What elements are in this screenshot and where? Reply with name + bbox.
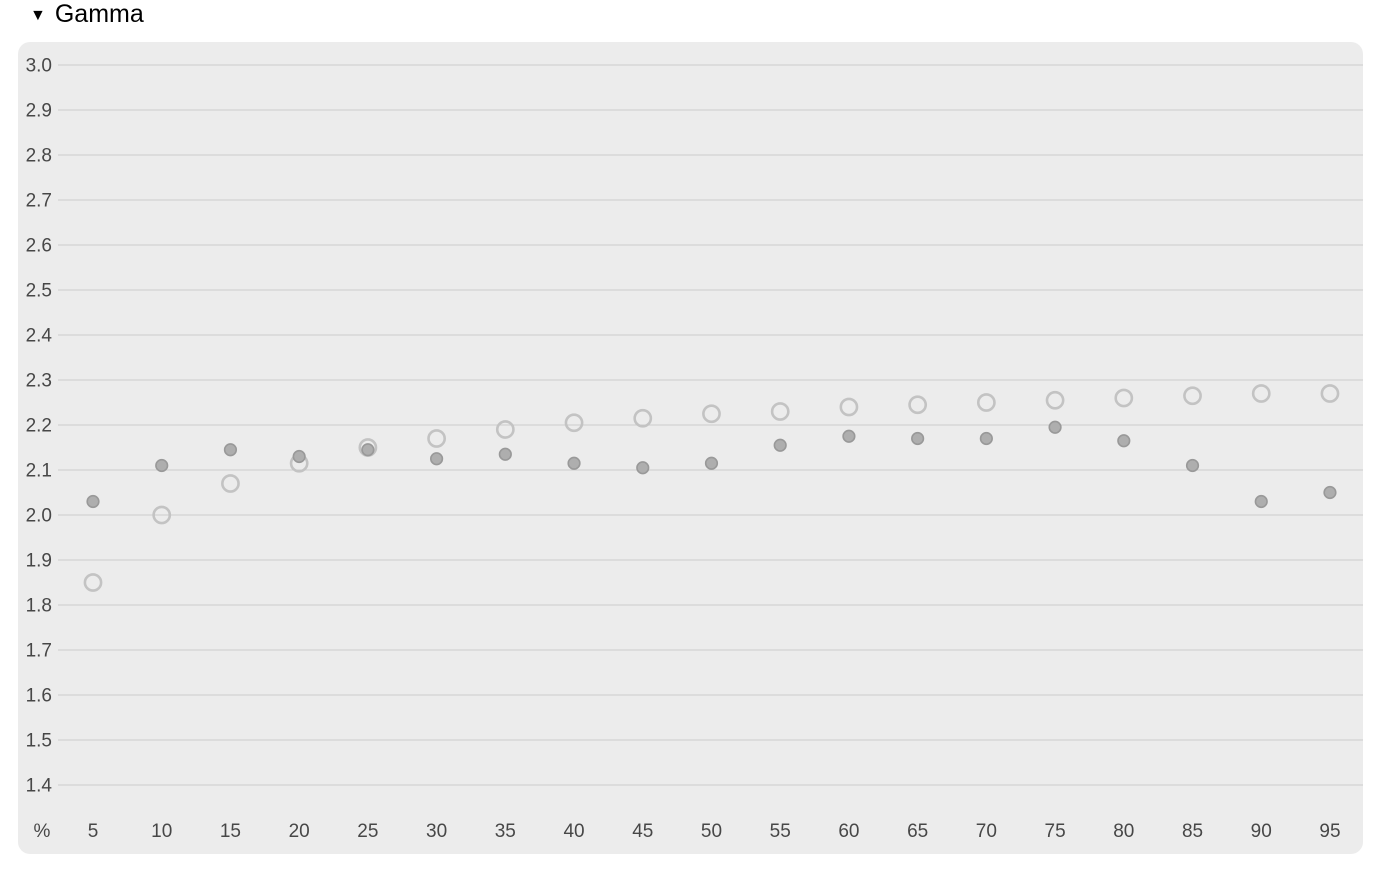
- x-tick-label: 70: [976, 821, 997, 842]
- data-point-filled-dot: [704, 456, 719, 470]
- y-tick-label: 2.5: [26, 281, 52, 302]
- data-point-filled-dot: [567, 456, 581, 470]
- y-tick-label: 3.0: [26, 56, 52, 77]
- data-point-open-circle: [564, 413, 584, 433]
- gamma-chart: 3.0 2.9 2.8 2.7 2.6 2.5 2.4 2.3 2.2 2.1 2.0 1.9 1.8 1…: [26, 56, 1363, 842]
- y-tick-label: 1.7: [26, 641, 52, 662]
- data-point-filled-dot: [498, 447, 512, 461]
- y-tick-label: 2.3: [26, 371, 52, 392]
- y-tick-label: 2.0: [26, 506, 52, 527]
- data-point-filled-dot: [1254, 494, 1268, 509]
- x-tick-label: 75: [1045, 821, 1066, 842]
- y-tick-label: 2.1: [26, 461, 52, 482]
- data-point-open-circle: [427, 429, 447, 448]
- x-tick-label: 5: [88, 821, 99, 842]
- x-tick-label: 45: [632, 821, 653, 842]
- x-tick-label: 20: [289, 821, 310, 842]
- data-point-filled-dot: [636, 461, 650, 475]
- x-tick-label: 60: [838, 821, 859, 842]
- collapse-triangle-icon[interactable]: ▼: [30, 6, 46, 24]
- data-point-open-circle: [495, 420, 515, 439]
- y-tick-label: 2.2: [26, 416, 52, 437]
- data-point-filled-dot: [361, 443, 375, 457]
- x-tick-label: 65: [907, 821, 928, 842]
- y-tick-label: 1.6: [26, 686, 52, 707]
- data-point-filled-dot: [223, 443, 238, 457]
- x-tick-label: 15: [220, 821, 241, 842]
- data-point-filled-dot: [155, 458, 169, 473]
- data-point-filled-dot: [979, 431, 993, 446]
- data-point-filled-dot: [1323, 485, 1337, 500]
- x-tick-label: 35: [495, 821, 516, 842]
- x-tick-label: 30: [426, 821, 447, 842]
- data-point-filled-dot: [842, 429, 856, 443]
- data-point-open-circle: [633, 408, 653, 428]
- data-point-open-circle: [1045, 390, 1065, 410]
- data-point-filled-dot: [430, 452, 444, 466]
- data-point-open-circle: [1183, 386, 1202, 406]
- data-point-filled-dot: [773, 438, 787, 452]
- x-tick-label: 90: [1251, 821, 1272, 842]
- data-point-filled-dot: [911, 431, 925, 446]
- data-point-open-circle: [976, 393, 996, 412]
- data-point-open-circle: [1320, 384, 1340, 403]
- data-point-open-circle: [1114, 388, 1134, 408]
- x-tick-label: 80: [1113, 821, 1134, 842]
- y-tick-label: 1.5: [26, 731, 52, 752]
- y-tick-label: 2.9: [26, 101, 52, 122]
- y-tick-label: 1.8: [26, 596, 52, 617]
- y-tick-label: 1.9: [26, 551, 52, 572]
- data-point-open-circle: [152, 505, 172, 525]
- data-point-open-circle: [221, 474, 240, 493]
- data-point-open-circle: [770, 402, 790, 421]
- data-point-filled-dot: [1117, 434, 1131, 448]
- y-tick-label: 2.4: [26, 326, 53, 347]
- x-tick-label: 25: [357, 821, 378, 842]
- x-tick-label: 55: [770, 821, 791, 842]
- x-tick-label: 10: [151, 821, 172, 842]
- x-tick-label: 95: [1319, 821, 1340, 842]
- section-title: Gamma: [54, 0, 144, 28]
- data-point-open-circle: [1251, 384, 1271, 403]
- gamma-section-header[interactable]: ▼ Gamma: [30, 0, 144, 29]
- x-axis-unit-label: %: [34, 821, 51, 842]
- y-tick-label: 2.8: [26, 146, 52, 167]
- data-point-open-circle: [839, 397, 859, 417]
- x-tick-label: 50: [701, 821, 722, 842]
- gamma-chart-panel: 3.0 2.9 2.8 2.7 2.6 2.5 2.4 2.3 2.2 2.1 2.0 1.9 1.8 1…: [18, 42, 1363, 854]
- y-tick-label: 2.6: [26, 236, 52, 257]
- data-point-open-circle: [83, 573, 103, 592]
- y-tick-label: 2.7: [26, 191, 52, 212]
- data-point-filled-dot: [292, 449, 306, 464]
- data-point-filled-dot: [1048, 420, 1062, 434]
- y-tick-label: 1.4: [26, 776, 53, 797]
- x-tick-label: 85: [1182, 821, 1203, 842]
- data-point-open-circle: [908, 395, 928, 415]
- data-point-open-circle: [702, 404, 721, 424]
- data-point-filled-dot: [86, 494, 100, 509]
- x-tick-label: 40: [563, 821, 584, 842]
- data-point-filled-dot: [1185, 458, 1200, 473]
